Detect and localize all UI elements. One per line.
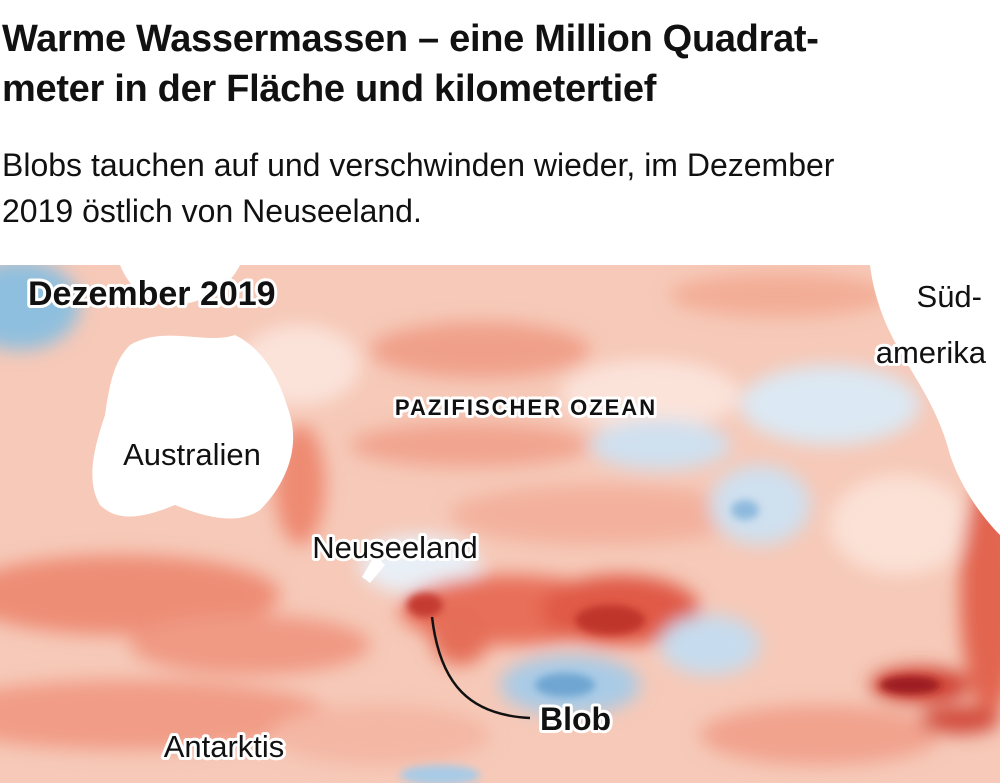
ocean-label: PAZIFISCHER OZEAN (395, 395, 657, 420)
australia-land (92, 335, 294, 519)
place-label: Neuseeland (312, 530, 477, 565)
title-line: meter in der Fläche und kilometertief (2, 68, 657, 110)
subtitle-line: Blobs tauchen auf und verschwinden wiede… (2, 147, 835, 183)
blob-label: Blob (540, 701, 611, 737)
map: Dezember 2019 Süd- amerika PAZIFISCHER O… (0, 265, 1000, 783)
date-label: Dezember 2019 (28, 275, 276, 313)
title-line: Warme Wassermassen – eine Million Quadra… (2, 18, 819, 60)
south-america-land (870, 265, 1000, 535)
title: Warme Wassermassen – eine Million Quadra… (2, 14, 819, 114)
asia-land (120, 265, 240, 305)
new-zealand-land (362, 555, 385, 583)
blob-leader (430, 616, 531, 720)
subtitle: Blobs tauchen auf und verschwinden wiede… (2, 142, 834, 234)
place-label: Antarktis (164, 729, 285, 764)
land (92, 265, 1000, 583)
place-label: amerika (876, 335, 987, 370)
place-label: Süd- (917, 279, 982, 314)
subtitle-line: 2019 östlich von Neuseeland. (2, 193, 422, 229)
place-label: Australien (123, 437, 261, 472)
